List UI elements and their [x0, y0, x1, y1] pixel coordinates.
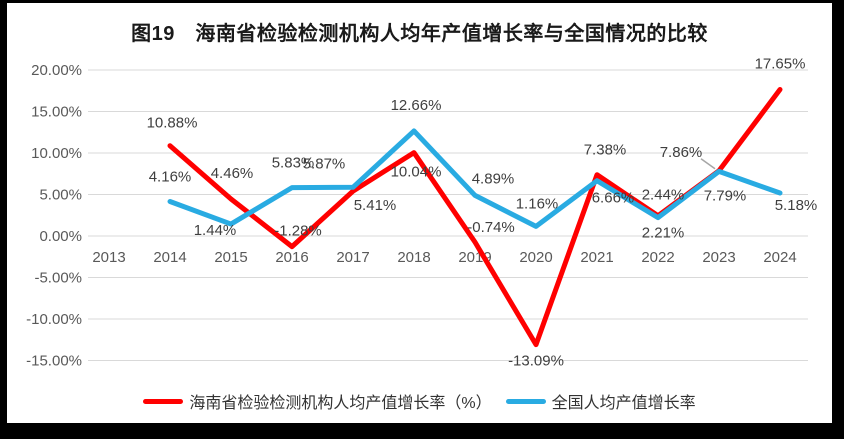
x-tick-label: 2018	[397, 249, 430, 266]
data-label: 7.38%	[584, 142, 627, 159]
y-tick-label: 5.00%	[39, 187, 82, 204]
data-label: 17.65%	[755, 56, 806, 73]
y-tick-label: 0.00%	[39, 228, 82, 245]
x-tick-label: 2016	[275, 249, 308, 266]
x-tick-label: 2022	[641, 249, 674, 266]
data-label: 5.18%	[775, 197, 818, 214]
legend-label-national: 全国人均产值增长率	[551, 395, 696, 412]
hainan-series-line	[167, 87, 783, 348]
x-tick-label: 2020	[519, 249, 552, 266]
y-tick-label: 20.00%	[31, 62, 82, 79]
x-tick-label: 2013	[92, 249, 125, 266]
label-leader-line	[700, 158, 716, 170]
data-label: 4.46%	[211, 165, 254, 182]
hainan-series-swatch	[143, 398, 184, 404]
x-tick-label: 2024	[763, 249, 796, 266]
legend-item-national: 全国人均产值增长率	[505, 389, 696, 413]
data-label: 7.79%	[704, 187, 747, 204]
x-tick-label: 2021	[580, 249, 613, 266]
data-label: 1.44%	[194, 222, 237, 239]
data-label: -1.28%	[274, 223, 322, 240]
data-label: -0.74%	[467, 219, 515, 236]
data-label: 4.89%	[472, 170, 515, 187]
data-label: 2.21%	[642, 225, 685, 242]
data-label: 6.66%	[592, 190, 635, 207]
y-tick-label: -15.00%	[26, 353, 82, 370]
data-label: 12.66%	[391, 97, 442, 114]
national-series-line	[167, 128, 783, 229]
x-tick-label: 2023	[702, 249, 735, 266]
y-tick-label: -5.00%	[34, 270, 82, 287]
data-label: 4.16%	[149, 168, 192, 185]
y-tick-label: -10.00%	[26, 311, 82, 328]
national-series-swatch	[505, 398, 546, 404]
data-label: 2.44%	[642, 187, 685, 204]
data-label: 5.83%	[272, 155, 315, 172]
data-label: -13.09%	[508, 353, 564, 370]
data-label: 7.86%	[660, 144, 703, 161]
data-label: 10.88%	[147, 115, 198, 132]
data-label: 10.04%	[391, 164, 442, 181]
chart-canvas: 图19 海南省检验检测机构人均年产值增长率与全国情况的比较 20.00% 15.0…	[7, 3, 832, 423]
data-label: 1.16%	[516, 195, 559, 212]
y-tick-label: 10.00%	[31, 145, 82, 162]
y-tick-label: 15.00%	[31, 104, 82, 121]
legend-item-hainan: 海南省检验检测机构人均产值增长率（%）	[143, 389, 492, 413]
legend-label-hainan: 海南省检验检测机构人均产值增长率（%）	[189, 395, 492, 412]
legend: 海南省检验检测机构人均产值增长率（%） 全国人均产值增长率	[7, 389, 832, 413]
chart-title: 图19 海南省检验检测机构人均年产值增长率与全国情况的比较	[131, 23, 708, 45]
data-label: 5.87%	[303, 155, 346, 172]
x-tick-label: 2014	[153, 249, 186, 266]
x-tick-label: 2017	[336, 249, 369, 266]
x-tick-label: 2015	[214, 249, 247, 266]
line-chart: 20.00% 15.00% 10.00% 5.00% 0.00% -5.00% -10.00…	[26, 56, 818, 370]
data-label: 5.41%	[354, 197, 397, 214]
